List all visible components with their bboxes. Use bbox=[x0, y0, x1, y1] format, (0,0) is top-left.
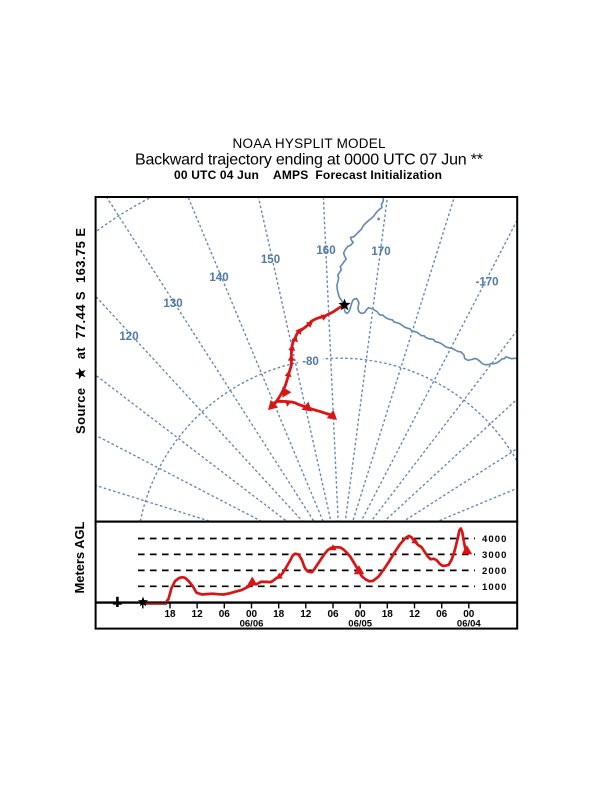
svg-text:-80: -80 bbox=[302, 356, 319, 368]
svg-text:06: 06 bbox=[219, 609, 231, 620]
svg-text:Backward trajectory ending at: Backward trajectory ending at 0000 UTC 0… bbox=[135, 151, 483, 168]
svg-text:Source ★ at 77.44 S 163.75: Source ★ at 77.44 S 163.75 E bbox=[73, 228, 88, 434]
svg-text:2000: 2000 bbox=[482, 566, 508, 577]
svg-text:170: 170 bbox=[371, 246, 390, 258]
svg-text:1000: 1000 bbox=[482, 582, 508, 593]
svg-text:140: 140 bbox=[209, 272, 228, 284]
svg-text:-170: -170 bbox=[475, 276, 498, 288]
svg-text:160: 160 bbox=[316, 245, 335, 257]
svg-text:06: 06 bbox=[327, 609, 339, 620]
svg-text:00: 00 bbox=[463, 609, 475, 620]
svg-text:00: 00 bbox=[355, 609, 367, 620]
svg-text:00 UTC 04 Jun AMPS Forecas: 00 UTC 04 Jun AMPS Forecast Initializati… bbox=[174, 168, 442, 182]
svg-text:12: 12 bbox=[300, 609, 312, 620]
svg-text:4000: 4000 bbox=[482, 534, 508, 545]
svg-text:Meters AGL: Meters AGL bbox=[72, 521, 87, 593]
svg-text:18: 18 bbox=[382, 609, 394, 620]
svg-text:06/05: 06/05 bbox=[348, 619, 372, 630]
svg-text:120: 120 bbox=[119, 331, 138, 343]
svg-text:00: 00 bbox=[246, 609, 258, 620]
svg-text:NOAA HYSPLIT MODEL: NOAA HYSPLIT MODEL bbox=[233, 136, 386, 151]
svg-text:18: 18 bbox=[273, 609, 285, 620]
svg-text:3000: 3000 bbox=[482, 550, 508, 561]
svg-text:150: 150 bbox=[261, 254, 280, 266]
svg-text:06/04: 06/04 bbox=[457, 619, 481, 630]
svg-text:12: 12 bbox=[409, 609, 421, 620]
svg-text:18: 18 bbox=[164, 609, 176, 620]
svg-text:130: 130 bbox=[163, 298, 182, 310]
svg-text:06/06: 06/06 bbox=[240, 619, 264, 630]
svg-text:12: 12 bbox=[192, 609, 204, 620]
svg-text:06: 06 bbox=[436, 609, 448, 620]
